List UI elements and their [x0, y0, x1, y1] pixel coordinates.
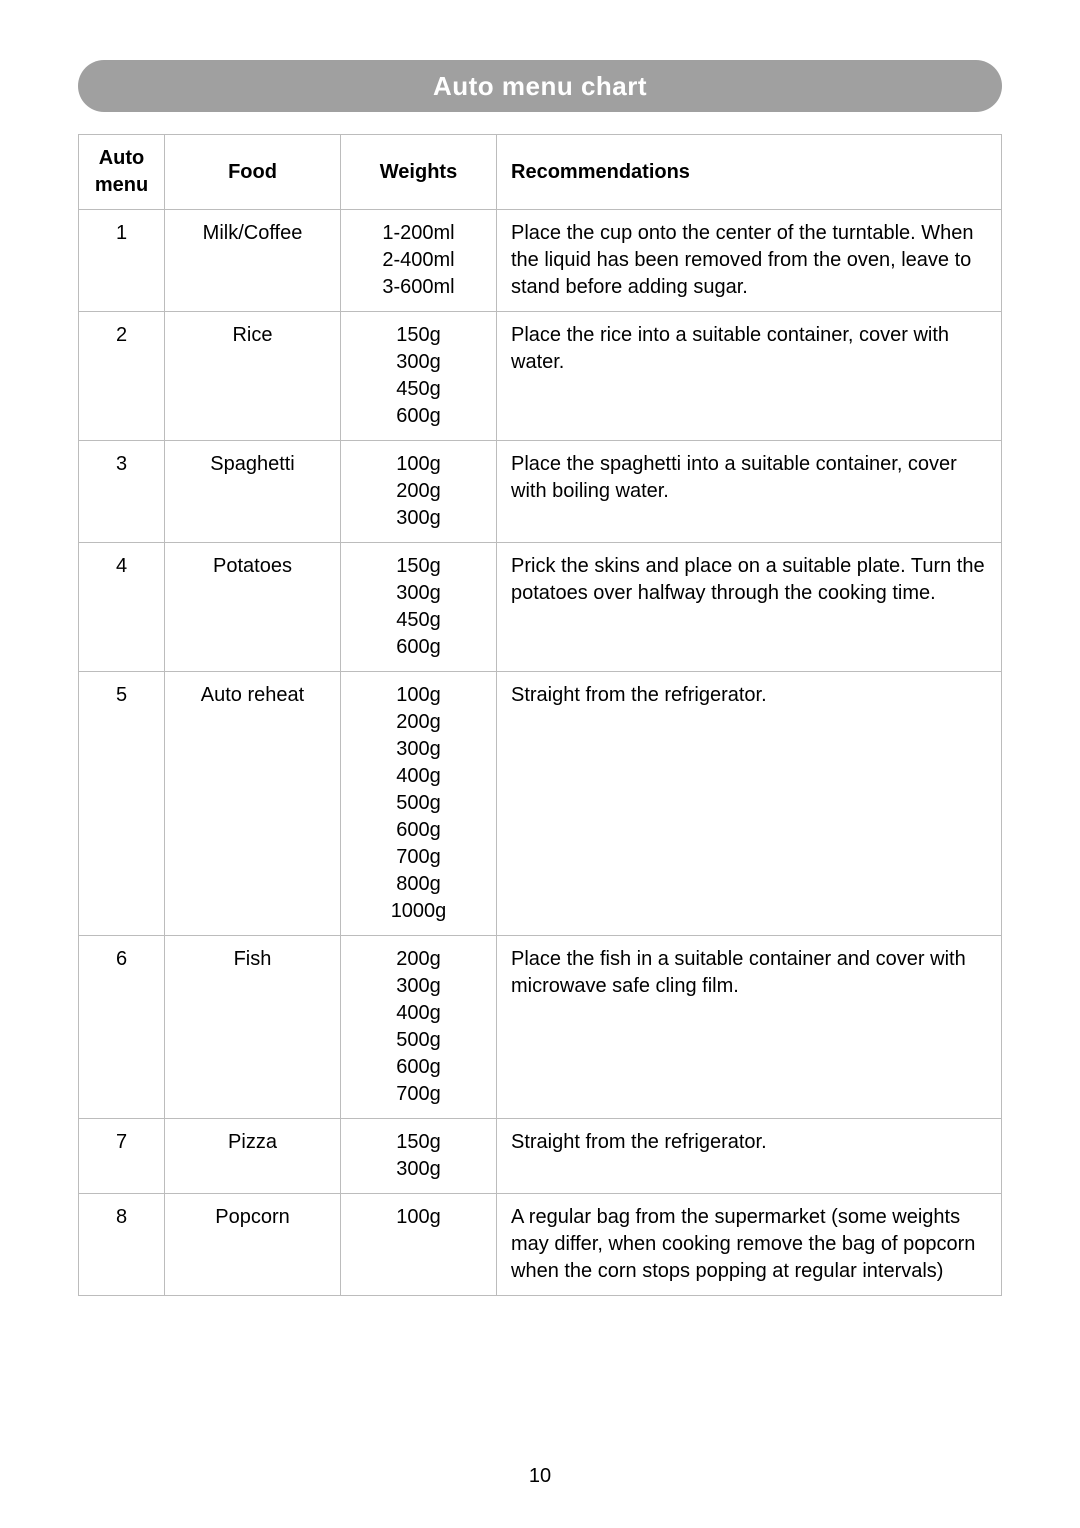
cell-auto-menu: 8 — [79, 1194, 165, 1296]
col-header-recommendations: Recommendations — [497, 135, 1002, 210]
cell-auto-menu: 6 — [79, 936, 165, 1119]
cell-weights: 100g 200g 300g 400g 500g 600g 700g 800g … — [341, 672, 497, 936]
cell-auto-menu: 2 — [79, 312, 165, 441]
cell-food: Pizza — [165, 1119, 341, 1194]
page-number: 10 — [0, 1465, 1080, 1488]
cell-weights: 150g 300g 450g 600g — [341, 543, 497, 672]
cell-food: Spaghetti — [165, 441, 341, 543]
cell-recommendations: Straight from the refrigerator. — [497, 1119, 1002, 1194]
cell-recommendations: Place the rice into a suitable container… — [497, 312, 1002, 441]
cell-recommendations: Straight from the refrigerator. — [497, 672, 1002, 936]
table-row: 5Auto reheat100g 200g 300g 400g 500g 600… — [79, 672, 1002, 936]
cell-food: Milk/Coffee — [165, 210, 341, 312]
cell-weights: 150g 300g — [341, 1119, 497, 1194]
cell-auto-menu: 4 — [79, 543, 165, 672]
cell-auto-menu: 5 — [79, 672, 165, 936]
table-header-row: Auto menu Food Weights Recommendations — [79, 135, 1002, 210]
col-header-weights: Weights — [341, 135, 497, 210]
table-row: 4Potatoes150g 300g 450g 600gPrick the sk… — [79, 543, 1002, 672]
col-header-food: Food — [165, 135, 341, 210]
cell-recommendations: Place the spaghetti into a suitable cont… — [497, 441, 1002, 543]
table-row: 1Milk/Coffee1-200ml 2-400ml 3-600mlPlace… — [79, 210, 1002, 312]
table-row: 6Fish200g 300g 400g 500g 600g 700gPlace … — [79, 936, 1002, 1119]
cell-auto-menu: 1 — [79, 210, 165, 312]
cell-auto-menu: 3 — [79, 441, 165, 543]
cell-weights: 1-200ml 2-400ml 3-600ml — [341, 210, 497, 312]
cell-auto-menu: 7 — [79, 1119, 165, 1194]
cell-weights: 100g 200g 300g — [341, 441, 497, 543]
section-title: Auto menu chart — [433, 71, 647, 102]
section-title-bar: Auto menu chart — [78, 60, 1002, 112]
cell-food: Potatoes — [165, 543, 341, 672]
cell-weights: 100g — [341, 1194, 497, 1296]
cell-recommendations: Prick the skins and place on a suitable … — [497, 543, 1002, 672]
table-row: 8Popcorn100gA regular bag from the super… — [79, 1194, 1002, 1296]
table-body: 1Milk/Coffee1-200ml 2-400ml 3-600mlPlace… — [79, 210, 1002, 1296]
auto-menu-table: Auto menu Food Weights Recommendations 1… — [78, 134, 1002, 1296]
cell-food: Fish — [165, 936, 341, 1119]
cell-weights: 200g 300g 400g 500g 600g 700g — [341, 936, 497, 1119]
table-row: 7Pizza150g 300gStraight from the refrige… — [79, 1119, 1002, 1194]
col-header-auto-menu: Auto menu — [79, 135, 165, 210]
cell-recommendations: Place the fish in a suitable container a… — [497, 936, 1002, 1119]
cell-recommendations: Place the cup onto the center of the tur… — [497, 210, 1002, 312]
table-row: 3Spaghetti100g 200g 300gPlace the spaghe… — [79, 441, 1002, 543]
cell-food: Popcorn — [165, 1194, 341, 1296]
table-row: 2Rice150g 300g 450g 600gPlace the rice i… — [79, 312, 1002, 441]
cell-weights: 150g 300g 450g 600g — [341, 312, 497, 441]
cell-food: Auto reheat — [165, 672, 341, 936]
cell-recommendations: A regular bag from the supermarket (some… — [497, 1194, 1002, 1296]
cell-food: Rice — [165, 312, 341, 441]
